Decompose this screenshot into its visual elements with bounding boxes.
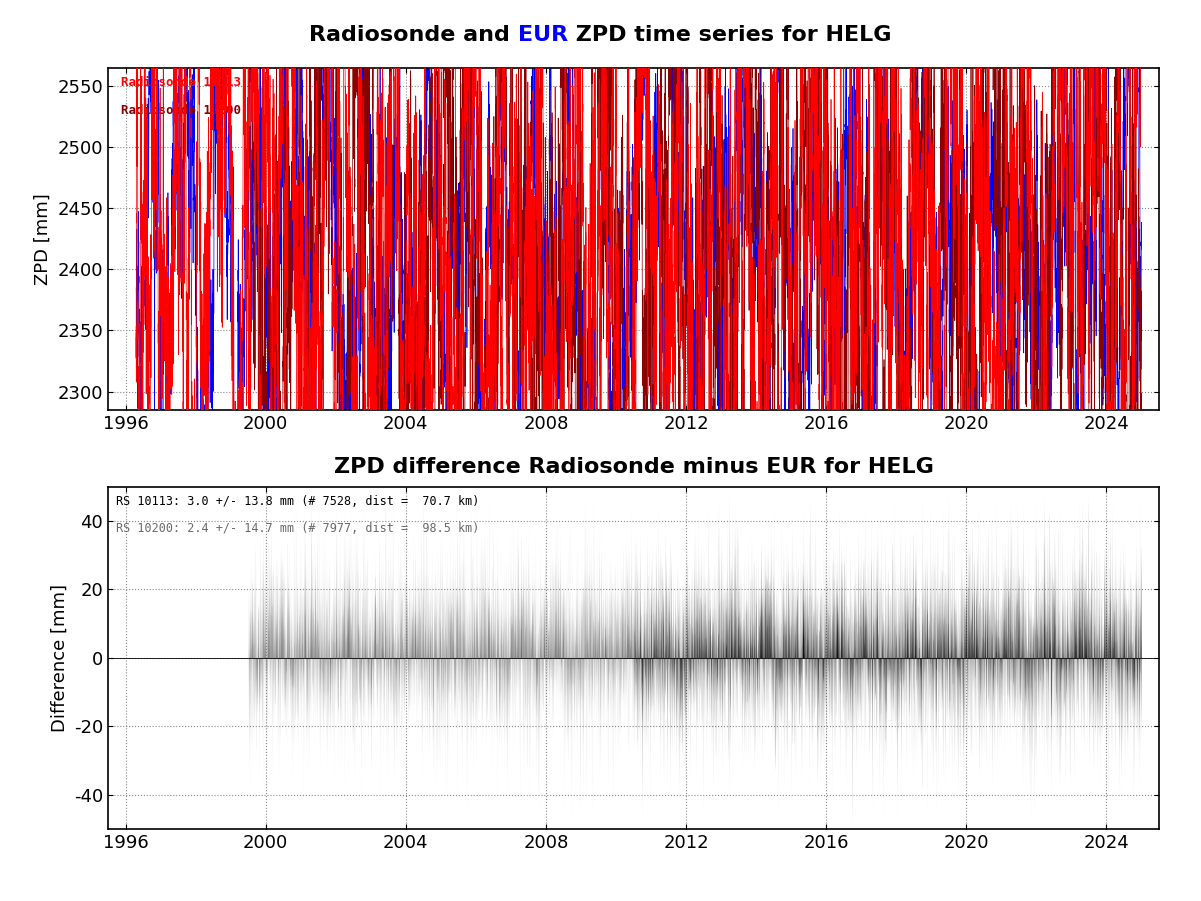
Y-axis label: ZPD [mm]: ZPD [mm] — [34, 193, 52, 285]
Text: Radiosonde and: Radiosonde and — [310, 25, 518, 45]
Y-axis label: Difference [mm]: Difference [mm] — [50, 584, 68, 732]
Text: EUR: EUR — [518, 25, 568, 45]
Text: Radiosonde 10113: Radiosonde 10113 — [120, 76, 240, 89]
Text: RS 10113: 3.0 +/- 13.8 mm (# 7528, dist =  70.7 km): RS 10113: 3.0 +/- 13.8 mm (# 7528, dist … — [116, 496, 480, 508]
Text: Radiosonde 10200: Radiosonde 10200 — [120, 104, 240, 116]
Text: ZPD time series for HELG: ZPD time series for HELG — [568, 25, 891, 45]
Text: RS 10200: 2.4 +/- 14.7 mm (# 7977, dist =  98.5 km): RS 10200: 2.4 +/- 14.7 mm (# 7977, dist … — [116, 523, 480, 535]
Title: ZPD difference Radiosonde minus EUR for HELG: ZPD difference Radiosonde minus EUR for … — [334, 457, 933, 477]
